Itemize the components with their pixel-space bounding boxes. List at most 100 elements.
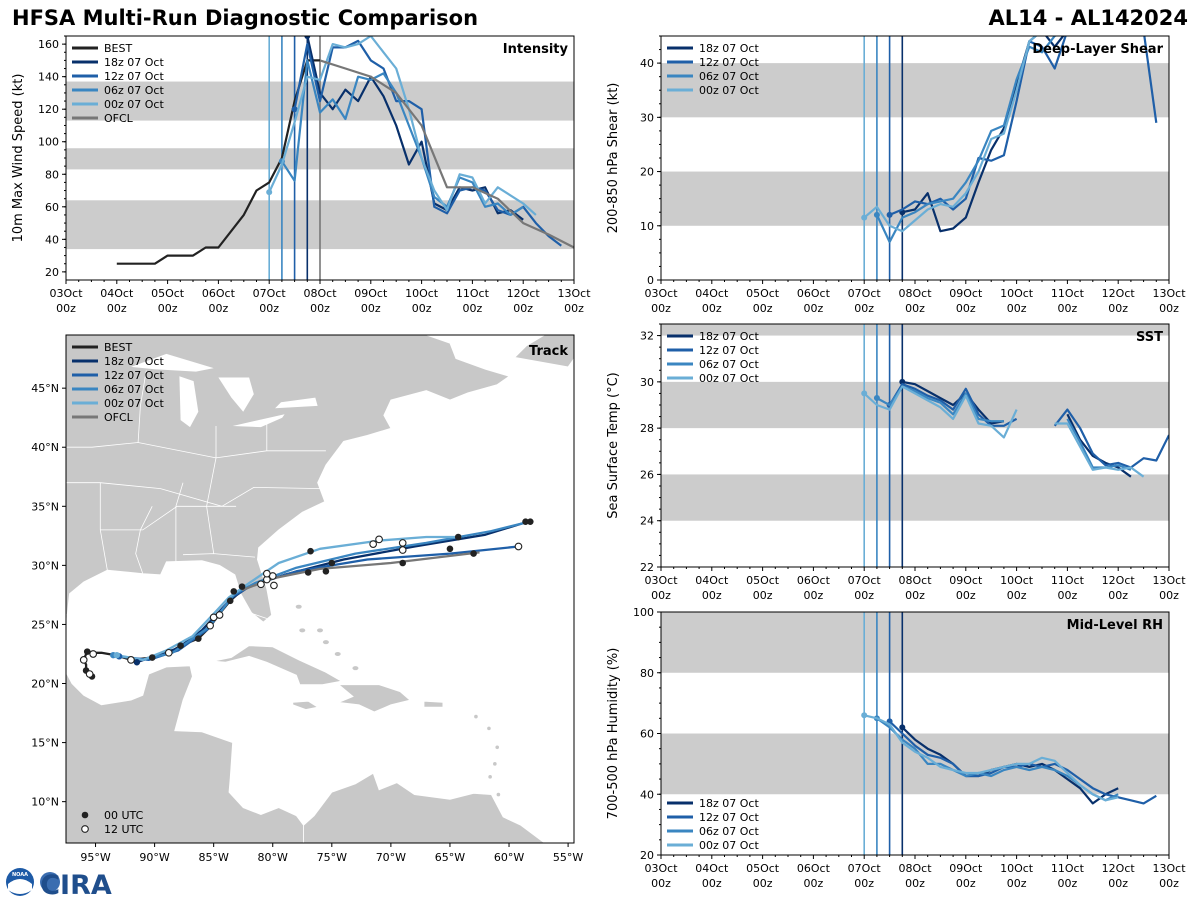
x-tick-label: 95°W <box>80 851 110 864</box>
x-tick-hour-label: 00z <box>1007 877 1027 890</box>
x-tick-day-label: 08Oct <box>898 574 932 587</box>
x-tick-hour-label: 00z <box>463 302 483 315</box>
central-america-landmass <box>66 614 304 843</box>
legend-label: 18z 07 Oct <box>104 355 164 368</box>
bahamas-island <box>322 640 329 645</box>
sst-panel: 22 24 26 28 30 32 03Oct 00z 04Oct 00z 05Oct 00z 06Oc… <box>606 323 1186 602</box>
marker-12utc <box>514 542 523 551</box>
x-tick-day-label: 13Oct <box>1152 287 1186 300</box>
y-tick-label: 24 <box>640 515 654 528</box>
track-map-area <box>66 335 574 843</box>
series-start-point <box>899 378 906 385</box>
x-tick-label: 65°W <box>435 851 465 864</box>
series-line-00z-07-oct <box>268 36 537 216</box>
x-tick-hour-label: 00z <box>854 877 874 890</box>
marker-12utc <box>164 648 173 657</box>
legend-label: 06z 07 Oct <box>699 70 759 83</box>
legend-label: 00z 07 Oct <box>699 839 759 852</box>
marker-00utc <box>177 642 184 650</box>
series-start-point <box>873 395 880 402</box>
track-panel: 95°W 90°W 85°W 80°W 75°W 70°W 65°W 60°W 55°W 10°N… <box>31 334 583 864</box>
marker-00utc <box>148 654 156 661</box>
legend-label: 18z 07 Oct <box>104 56 164 69</box>
bahamas-island <box>352 666 359 671</box>
series-line-12z-07-oct <box>888 720 1157 805</box>
x-tick-hour-label: 00z <box>361 302 381 315</box>
x-tick-day-label: 09Oct <box>949 862 983 875</box>
legend-label: 00z 07 Oct <box>699 84 759 97</box>
y-tick-label: 10 <box>640 220 654 233</box>
cira-globe-icon <box>40 872 60 892</box>
x-tick-day-label: 04Oct <box>695 574 729 587</box>
legend-label: OFCL <box>104 411 134 424</box>
x-tick-day-label: 09Oct <box>354 287 388 300</box>
legend-label: 12z 07 Oct <box>104 70 164 83</box>
x-tick-hour-label: 00z <box>158 302 178 315</box>
x-tick-day-label: 06Oct <box>202 287 236 300</box>
track-title: Track <box>529 344 568 359</box>
x-tick-hour-label: 00z <box>956 589 976 602</box>
x-tick-day-label: 05Oct <box>746 862 780 875</box>
shear-ylabel: 200-850 hPa Shear (kt) <box>606 83 621 234</box>
shear-panel: 0 10 20 30 40 03Oct 00z 04Oct 00z 05Oct 00z 06Oct 00… <box>606 35 1186 315</box>
x-tick-hour-label: 00z <box>56 302 76 315</box>
y-tick-label: 100 <box>38 136 59 149</box>
y-tick-label: 20°N <box>31 678 59 691</box>
threshold-band <box>661 733 1169 795</box>
figure-title: HFSA Multi-Run Diagnostic Comparison <box>12 6 479 30</box>
x-tick-hour-label: 00z <box>804 302 824 315</box>
x-tick-day-label: 09Oct <box>949 574 983 587</box>
x-tick-day-label: 05Oct <box>746 574 780 587</box>
x-tick-day-label: 06Oct <box>797 574 831 587</box>
series-start-point <box>291 106 298 113</box>
x-tick-hour-label: 00z <box>804 877 824 890</box>
intensity-ylabel: 10m Max Wind Speed (kt) <box>11 74 26 243</box>
x-tick-label: 60°W <box>494 851 524 864</box>
x-tick-hour-label: 00z <box>1159 302 1179 315</box>
x-tick-hour-label: 00z <box>513 302 533 315</box>
state-border <box>137 370 147 443</box>
marker-12utc <box>262 569 271 578</box>
threshold-band <box>661 324 1169 336</box>
x-tick-day-label: 04Oct <box>695 862 729 875</box>
series-line-00z-07-oct <box>863 385 1145 478</box>
y-tick-label: 0 <box>647 274 654 287</box>
threshold-band <box>661 612 1169 673</box>
y-tick-label: 60 <box>640 728 654 741</box>
y-tick-label: 26 <box>640 468 654 481</box>
y-tick-label: 160 <box>38 38 59 51</box>
x-tick-hour-label: 00z <box>753 589 773 602</box>
series-start-point <box>266 189 273 196</box>
x-tick-hour-label: 00z <box>753 877 773 890</box>
threshold-band <box>661 171 1169 226</box>
sst-plot-area <box>661 324 1169 567</box>
legend-label: 12z 07 Oct <box>699 811 759 824</box>
legend-label: 00z 07 Oct <box>104 397 164 410</box>
x-tick-day-label: 03Oct <box>49 287 83 300</box>
x-tick-hour-label: 00z <box>905 302 925 315</box>
x-tick-day-label: 11Oct <box>1051 287 1085 300</box>
marker-00utc <box>83 648 91 655</box>
y-tick-label: 30 <box>640 111 654 124</box>
legend-label: 12z 07 Oct <box>699 56 759 69</box>
y-tick-label: 20 <box>45 266 59 279</box>
x-tick-hour-label: 00z <box>1058 302 1078 315</box>
track-line-00z-07-oct <box>116 535 462 662</box>
legend-label: 18z 07 Oct <box>699 42 759 55</box>
x-tick-day-label: 11Oct <box>1051 862 1085 875</box>
marker-12utc <box>206 621 214 630</box>
x-tick-hour-label: 00z <box>1058 589 1078 602</box>
x-tick-hour-label: 00z <box>1108 877 1128 890</box>
state-border <box>266 417 276 451</box>
intensity-plot-area <box>66 36 574 280</box>
y-tick-label: 80 <box>640 667 654 680</box>
x-tick-label: 55°W <box>553 851 583 864</box>
series-start-point <box>873 211 880 218</box>
x-tick-hour-label: 00z <box>310 302 330 315</box>
series-line-06z-07-oct <box>875 36 1058 244</box>
logo-group: NOAA CIRA <box>6 868 112 900</box>
series-start-point <box>861 712 868 719</box>
bahamas-island <box>317 628 323 633</box>
marker-12utc <box>398 539 407 547</box>
marker-12utc <box>89 650 98 658</box>
